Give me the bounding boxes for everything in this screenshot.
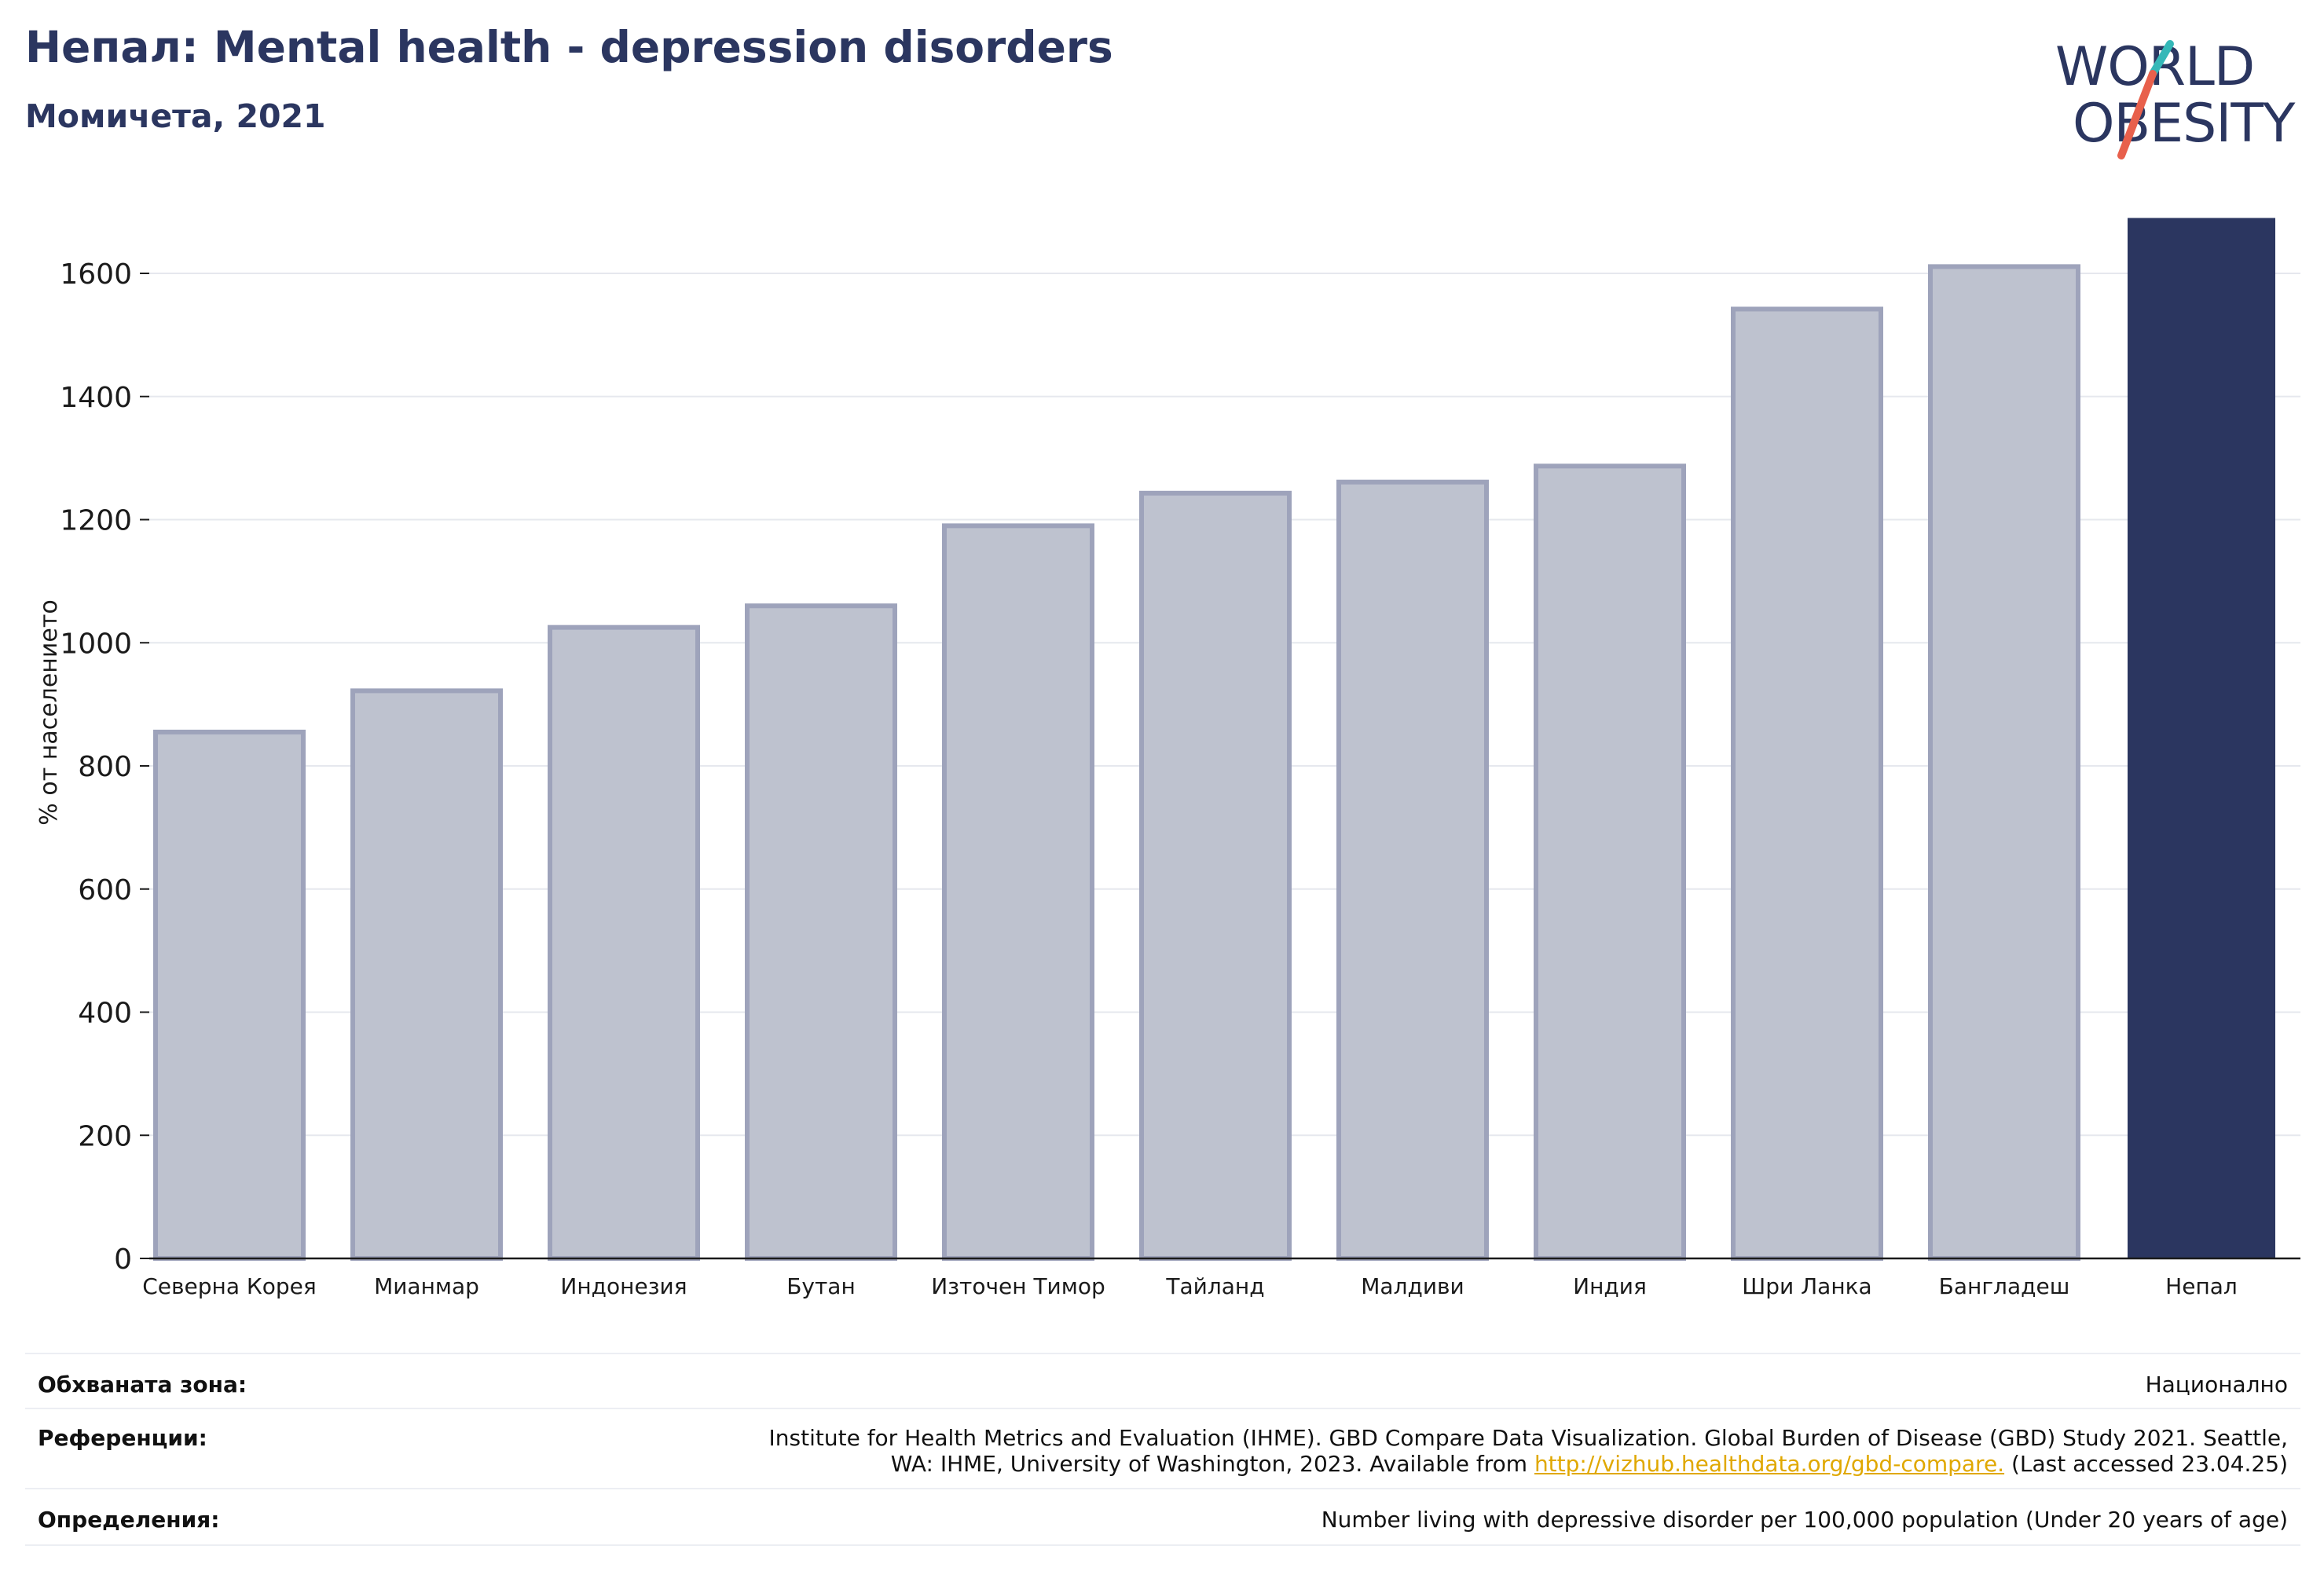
y-tick-label: 600 (78, 874, 132, 907)
x-tick-label: Шри Ланка (1742, 1273, 1871, 1299)
coverage-label: Обхваната зона: (38, 1372, 247, 1397)
references-line-2-start: WA: IHME, University of Washington, 2023… (890, 1451, 1534, 1477)
bar (1139, 490, 1292, 1261)
coverage-row: Обхваната зона: Национално (25, 1353, 2300, 1408)
bar (1731, 306, 1883, 1261)
bar (1534, 463, 1686, 1261)
y-tick-label: 200 (78, 1120, 132, 1152)
y-tick-label: 1200 (60, 505, 132, 537)
x-tick-label: Тайланд (1165, 1273, 1264, 1299)
y-tick-label: 800 (78, 751, 132, 783)
y-axis-label: % от населението (35, 599, 63, 825)
y-tick-labels: 0 200 400 600 800 1000 1200 1400 1600 (60, 258, 149, 1276)
bar-highlighted (2128, 218, 2275, 1258)
logo-slash-teal (2149, 40, 2174, 78)
bar-chart: 0 200 400 600 800 1000 1200 1400 1600 Северна Ко… (35, 218, 2300, 1299)
coverage-value: Национално (2145, 1372, 2288, 1397)
bar (153, 729, 306, 1261)
chart-subtitle: Момичета, 2021 (25, 97, 326, 135)
bar (350, 688, 503, 1261)
references-row: Референции: Institute for Health Metrics… (25, 1408, 2300, 1488)
references-line-2-end: (Last accessed 23.04.25) (2004, 1451, 2288, 1477)
references-label: Референции: (38, 1425, 207, 1451)
x-tick-label: Индия (1573, 1273, 1647, 1299)
bar (1336, 479, 1489, 1261)
bar (942, 523, 1094, 1261)
x-tick-label: Бангладеш (1939, 1273, 2070, 1299)
info-bottom-border (25, 1544, 2300, 1546)
x-tick-label: Източен Тимор (931, 1273, 1105, 1299)
x-tick-label: Северна Корея (142, 1273, 317, 1299)
references-link[interactable]: http://vizhub.healthdata.org/gbd-compare… (1534, 1451, 2005, 1477)
x-tick-label: Бутан (786, 1273, 856, 1299)
references-line-2: WA: IHME, University of Washington, 2023… (769, 1451, 2288, 1477)
bar (548, 625, 700, 1261)
definitions-value: Number living with depressive disorder p… (1321, 1507, 2288, 1533)
x-tick-label: Малдиви (1361, 1273, 1464, 1299)
x-tick-label: Индонезия (560, 1273, 687, 1299)
bar (1928, 264, 2080, 1261)
bars (153, 218, 2275, 1261)
y-tick-label: 1400 (60, 382, 132, 414)
x-tick-labels: Северна Корея Мианмар Индонезия Бутан Източе… (142, 1273, 2238, 1299)
y-tick-label: 1600 (60, 258, 132, 291)
definitions-row: Определения: Number living with depressi… (25, 1488, 2300, 1544)
references-value: Institute for Health Metrics and Evaluat… (769, 1425, 2288, 1477)
bar (745, 603, 897, 1261)
y-tick-label: 400 (78, 998, 132, 1030)
chart-title: Непал: Mental health - depression disord… (25, 22, 1113, 72)
x-tick-label: Мианмар (374, 1273, 479, 1299)
references-line-1: Institute for Health Metrics and Evaluat… (768, 1425, 2288, 1451)
logo-slash-coral (2117, 70, 2157, 159)
logo-text-line2: OBESITY (2073, 93, 2296, 155)
world-obesity-logo: WORLD OBESITY (2055, 36, 2297, 159)
definitions-label: Определения: (38, 1507, 220, 1533)
x-tick-label: Непал (2165, 1273, 2238, 1299)
y-tick-label: 0 (114, 1244, 132, 1276)
y-tick-label: 1000 (60, 628, 132, 660)
